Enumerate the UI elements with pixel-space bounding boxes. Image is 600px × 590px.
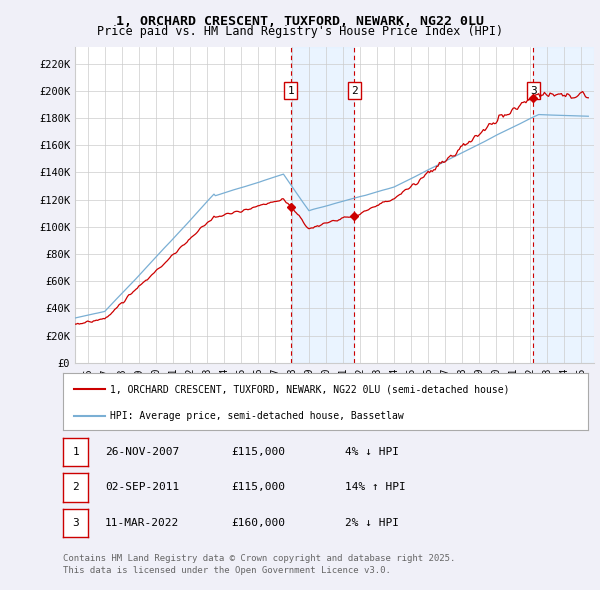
Text: 2% ↓ HPI: 2% ↓ HPI [345, 518, 399, 527]
Text: 2: 2 [72, 483, 79, 492]
Text: 1, ORCHARD CRESCENT, TUXFORD, NEWARK, NG22 0LU: 1, ORCHARD CRESCENT, TUXFORD, NEWARK, NG… [116, 15, 484, 28]
Text: 1: 1 [72, 447, 79, 457]
Text: HPI: Average price, semi-detached house, Bassetlaw: HPI: Average price, semi-detached house,… [110, 411, 404, 421]
Text: 3: 3 [72, 518, 79, 527]
Text: Contains HM Land Registry data © Crown copyright and database right 2025.: Contains HM Land Registry data © Crown c… [63, 555, 455, 563]
Text: 26-NOV-2007: 26-NOV-2007 [105, 447, 179, 457]
Text: 4% ↓ HPI: 4% ↓ HPI [345, 447, 399, 457]
Text: £160,000: £160,000 [231, 518, 285, 527]
Text: 1: 1 [287, 86, 294, 96]
Text: 3: 3 [530, 86, 537, 96]
Bar [533, 47, 594, 363]
Bar [290, 47, 355, 363]
Text: £115,000: £115,000 [231, 447, 285, 457]
Text: 11-MAR-2022: 11-MAR-2022 [105, 518, 179, 527]
Text: 2: 2 [351, 86, 358, 96]
Text: £115,000: £115,000 [231, 483, 285, 492]
Text: 1, ORCHARD CRESCENT, TUXFORD, NEWARK, NG22 0LU (semi-detached house): 1, ORCHARD CRESCENT, TUXFORD, NEWARK, NG… [110, 384, 510, 394]
Text: This data is licensed under the Open Government Licence v3.0.: This data is licensed under the Open Gov… [63, 566, 391, 575]
Text: Price paid vs. HM Land Registry's House Price Index (HPI): Price paid vs. HM Land Registry's House … [97, 25, 503, 38]
Text: 02-SEP-2011: 02-SEP-2011 [105, 483, 179, 492]
Text: 14% ↑ HPI: 14% ↑ HPI [345, 483, 406, 492]
